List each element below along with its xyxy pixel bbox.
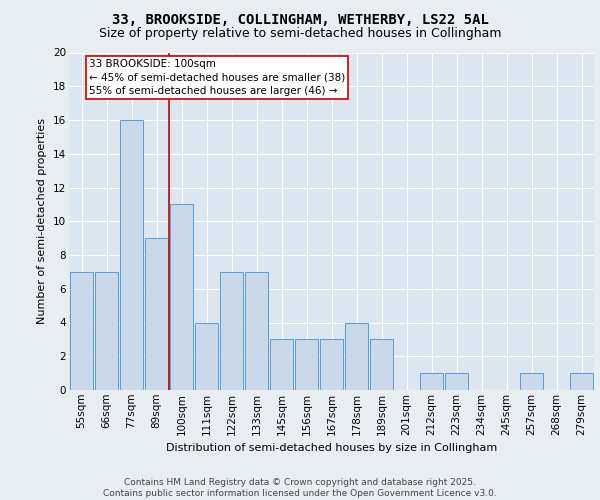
Text: Size of property relative to semi-detached houses in Collingham: Size of property relative to semi-detach…	[99, 28, 501, 40]
Text: 33, BROOKSIDE, COLLINGHAM, WETHERBY, LS22 5AL: 33, BROOKSIDE, COLLINGHAM, WETHERBY, LS2…	[112, 12, 488, 26]
Bar	[119, 120, 143, 390]
Text: Contains HM Land Registry data © Crown copyright and database right 2025.
Contai: Contains HM Land Registry data © Crown c…	[103, 478, 497, 498]
Bar	[344, 322, 368, 390]
Y-axis label: Number of semi-detached properties: Number of semi-detached properties	[37, 118, 47, 324]
X-axis label: Distribution of semi-detached houses by size in Collingham: Distribution of semi-detached houses by …	[166, 443, 497, 453]
Bar	[520, 373, 544, 390]
Bar	[194, 322, 218, 390]
Text: 33 BROOKSIDE: 100sqm
← 45% of semi-detached houses are smaller (38)
55% of semi-: 33 BROOKSIDE: 100sqm ← 45% of semi-detac…	[89, 59, 345, 96]
Bar	[245, 272, 268, 390]
Bar	[95, 272, 118, 390]
Bar	[320, 340, 343, 390]
Bar	[569, 373, 593, 390]
Bar	[70, 272, 94, 390]
Bar	[370, 340, 394, 390]
Bar	[419, 373, 443, 390]
Bar	[295, 340, 319, 390]
Bar	[220, 272, 244, 390]
Bar	[445, 373, 469, 390]
Bar	[145, 238, 169, 390]
Bar	[269, 340, 293, 390]
Bar	[170, 204, 193, 390]
